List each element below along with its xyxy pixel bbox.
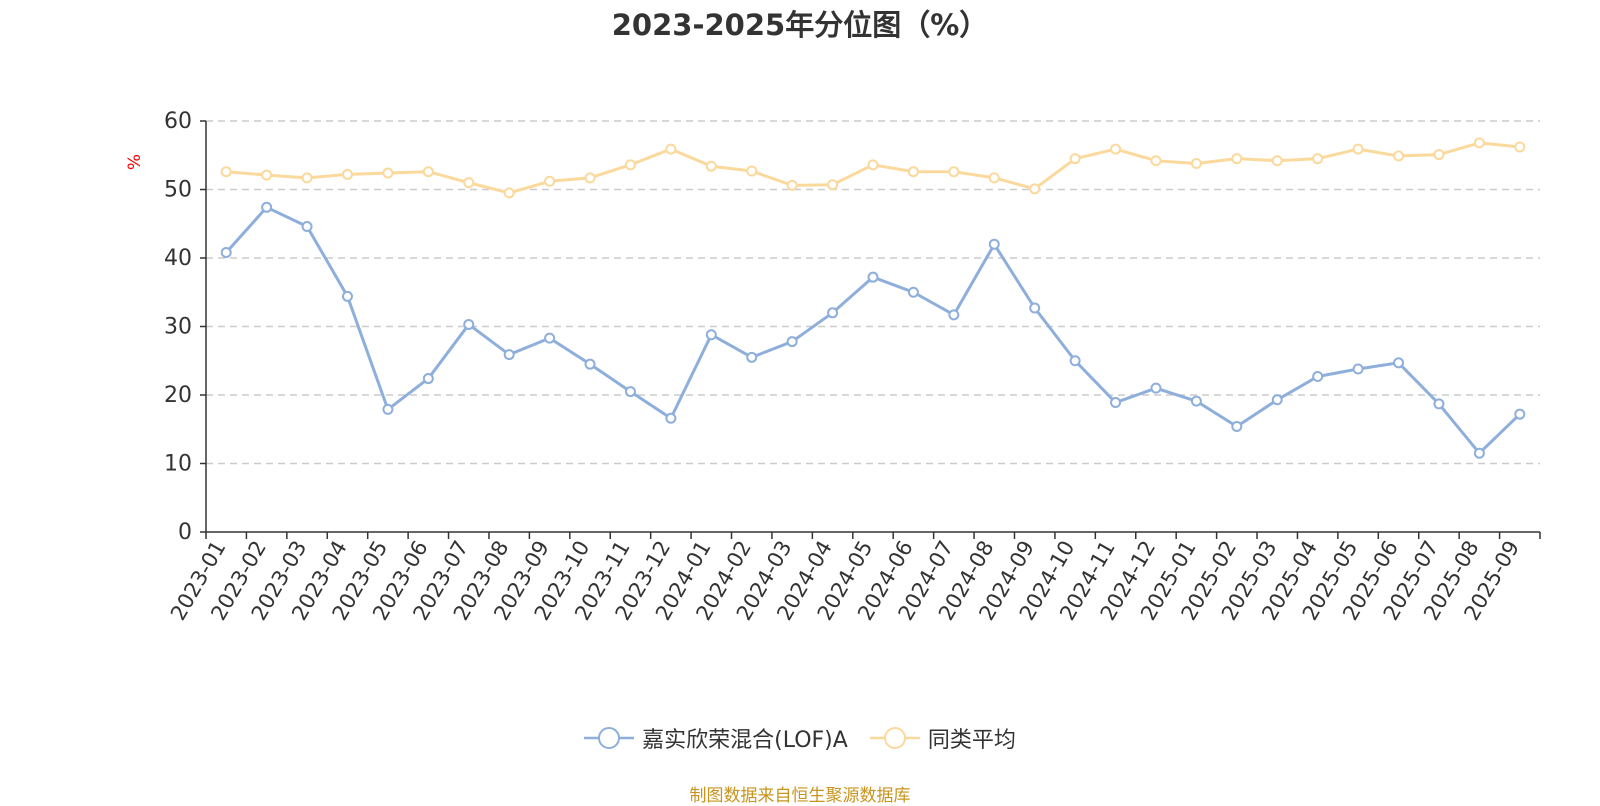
data-point[interactable] — [1312, 371, 1324, 383]
legend-label-series-1: 嘉实欣荣混合(LOF)A — [642, 728, 848, 753]
data-point[interactable] — [1231, 153, 1243, 165]
data-point[interactable] — [584, 172, 596, 184]
data-point[interactable] — [422, 166, 434, 178]
data-point[interactable] — [301, 172, 313, 184]
data-point[interactable] — [1190, 395, 1202, 407]
data-point[interactable] — [705, 160, 717, 172]
data-point[interactable] — [1271, 394, 1283, 406]
data-point[interactable] — [544, 175, 556, 187]
series-lines — [220, 137, 1526, 459]
data-point[interactable] — [786, 179, 798, 191]
data-point[interactable] — [1352, 143, 1364, 155]
series-1 — [220, 201, 1526, 459]
data-point[interactable] — [261, 201, 273, 213]
data-point[interactable] — [1069, 355, 1081, 367]
data-point[interactable] — [1110, 397, 1122, 409]
data-point[interactable] — [1393, 150, 1405, 162]
data-point[interactable] — [1190, 157, 1202, 169]
data-point[interactable] — [827, 307, 839, 319]
legend-item-series-1[interactable]: 嘉实欣荣混合(LOF)A — [584, 722, 848, 754]
y-tick-label: 20 — [164, 383, 192, 408]
y-tick-label: 40 — [164, 246, 192, 271]
legend-item-series-2[interactable]: 同类平均 — [869, 722, 1016, 754]
data-point[interactable] — [948, 166, 960, 178]
data-point[interactable] — [988, 238, 1000, 250]
y-tick-label: 0 — [178, 520, 192, 545]
data-point[interactable] — [1029, 302, 1041, 314]
data-point[interactable] — [382, 403, 394, 415]
data-point[interactable] — [1150, 155, 1162, 167]
axes: 01020304050602023-012023-022023-032023-0… — [164, 109, 1541, 624]
data-point[interactable] — [1393, 357, 1405, 369]
data-point[interactable] — [1029, 183, 1041, 195]
data-point[interactable] — [624, 159, 636, 171]
data-point[interactable] — [220, 247, 232, 259]
series-line — [225, 205, 1521, 455]
data-point[interactable] — [422, 373, 434, 385]
data-point[interactable] — [1352, 363, 1364, 375]
data-point[interactable] — [1514, 408, 1526, 420]
data-point[interactable] — [907, 166, 919, 178]
data-point[interactable] — [746, 165, 758, 177]
data-point[interactable] — [1150, 382, 1162, 394]
data-point[interactable] — [867, 159, 879, 171]
legend-swatch-series-2 — [869, 727, 920, 749]
data-point[interactable] — [665, 143, 677, 155]
source-note: 制图数据来自恒生聚源数据库 — [689, 786, 911, 806]
data-point[interactable] — [1069, 153, 1081, 165]
y-axis-unit-label: % — [125, 154, 145, 170]
y-tick-label: 60 — [164, 109, 192, 134]
data-point[interactable] — [1473, 137, 1485, 149]
data-point[interactable] — [1110, 143, 1122, 155]
data-point[interactable] — [584, 358, 596, 370]
data-point[interactable] — [341, 168, 353, 180]
data-point[interactable] — [544, 332, 556, 344]
data-point[interactable] — [1433, 398, 1445, 410]
data-point[interactable] — [261, 169, 273, 181]
data-point[interactable] — [1514, 141, 1526, 153]
y-tick-label: 30 — [164, 315, 192, 340]
legend-swatch-series-1 — [584, 727, 635, 749]
data-point[interactable] — [463, 177, 475, 189]
data-point[interactable] — [827, 179, 839, 191]
data-point[interactable] — [463, 318, 475, 330]
data-point[interactable] — [220, 166, 232, 178]
series-2 — [220, 137, 1526, 199]
chart-title: 2023-2025年分位图（%） — [611, 8, 989, 42]
data-point[interactable] — [746, 351, 758, 363]
data-point[interactable] — [1433, 149, 1445, 161]
data-point[interactable] — [624, 386, 636, 398]
data-point[interactable] — [705, 329, 717, 341]
data-point[interactable] — [867, 271, 879, 283]
data-point[interactable] — [665, 412, 677, 424]
data-point[interactable] — [301, 220, 313, 232]
data-point[interactable] — [382, 167, 394, 179]
data-point[interactable] — [1312, 153, 1324, 165]
data-point[interactable] — [1231, 421, 1243, 433]
data-point[interactable] — [988, 172, 1000, 184]
legend: 嘉实欣荣混合(LOF)A 同类平均 — [0, 722, 1600, 754]
data-point[interactable] — [503, 349, 515, 361]
y-tick-label: 50 — [164, 178, 192, 203]
data-point[interactable] — [341, 290, 353, 302]
data-point[interactable] — [1473, 447, 1485, 459]
data-point[interactable] — [948, 309, 960, 321]
data-point[interactable] — [786, 336, 798, 348]
data-point[interactable] — [907, 286, 919, 298]
legend-label-series-2: 同类平均 — [927, 728, 1016, 753]
data-point[interactable] — [503, 187, 515, 199]
data-point[interactable] — [1271, 155, 1283, 167]
grid-lines — [206, 120, 1540, 465]
y-tick-label: 10 — [164, 452, 192, 477]
